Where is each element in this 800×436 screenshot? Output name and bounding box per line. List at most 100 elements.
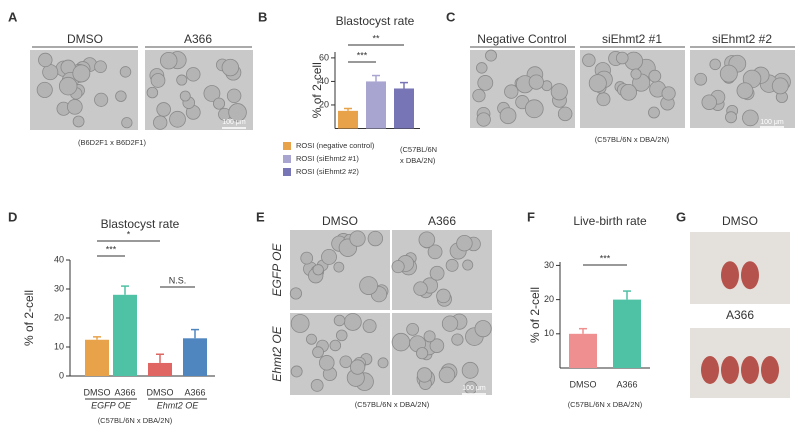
- panel-letter: C: [446, 9, 456, 24]
- embryo: [476, 112, 491, 127]
- embryo: [121, 117, 133, 129]
- scale-bar-label: 100 μm: [462, 385, 486, 392]
- embryo: [742, 109, 759, 127]
- embryo: [321, 249, 337, 265]
- embryo: [150, 73, 166, 88]
- panel-letter: F: [527, 209, 535, 224]
- bar: [338, 110, 358, 129]
- embryo: [596, 92, 611, 107]
- embryo: [504, 84, 519, 99]
- embryo: [413, 281, 428, 296]
- note: x DBA/2N): [400, 156, 436, 165]
- legend-label: ROSI (siEhmt2 #1): [296, 154, 359, 163]
- embryo: [485, 49, 497, 62]
- embryo: [306, 333, 317, 345]
- legend-swatch: [283, 142, 291, 150]
- embryo: [94, 60, 107, 74]
- embryo: [391, 332, 411, 352]
- embryo: [725, 111, 737, 124]
- embryo: [456, 234, 473, 252]
- note: (C57BL/6N x DBA/2N): [98, 416, 173, 425]
- embryo: [94, 92, 109, 107]
- y-tick-label: 10: [54, 341, 64, 351]
- legend-label: ROSI (siEhmt2 #2): [296, 167, 359, 176]
- bar: [394, 88, 414, 129]
- embryo: [445, 258, 459, 272]
- y-axis-label: % of 2-cell: [22, 290, 36, 346]
- group-label: EGFP OE: [91, 400, 132, 410]
- note: (B6D2F1 x B6D2F1): [78, 138, 146, 147]
- bar: [366, 81, 386, 129]
- chart-title: Live-birth rate: [573, 214, 647, 228]
- embryo: [38, 52, 53, 68]
- note: (C57BL/6N x DBA/2N): [568, 400, 643, 409]
- embryo: [418, 231, 436, 249]
- significance-label: **: [372, 33, 380, 43]
- bar: [148, 362, 172, 376]
- embryo: [472, 88, 486, 103]
- embryo: [146, 86, 159, 99]
- embryo: [310, 379, 324, 392]
- image-label: Negative Control: [477, 32, 566, 46]
- embryo: [300, 251, 314, 265]
- legend-swatch: [283, 155, 291, 163]
- embryo: [319, 355, 335, 371]
- embryo: [588, 74, 607, 93]
- embryo: [550, 83, 568, 101]
- group-label: Ehmt2 OE: [157, 400, 200, 410]
- pup: [741, 261, 759, 290]
- y-axis-label: % of 2-cell: [310, 62, 324, 118]
- embryo: [524, 99, 544, 119]
- bar: [85, 339, 109, 376]
- embryo: [528, 74, 544, 90]
- embryo: [36, 81, 53, 98]
- embryo: [359, 276, 378, 295]
- row-label: Ehmt2 OE: [270, 325, 284, 381]
- embryo: [441, 315, 459, 332]
- embryo: [153, 115, 168, 130]
- y-tick-label: 40: [54, 254, 64, 264]
- y-tick-label: 10: [544, 328, 554, 338]
- bar: [183, 338, 207, 376]
- embryo: [228, 103, 247, 122]
- embryo: [474, 320, 492, 338]
- pup: [721, 261, 739, 290]
- embryo: [176, 74, 188, 86]
- embryo: [701, 94, 717, 110]
- note: (C57BL/6N x DBA/2N): [355, 400, 430, 409]
- embryo: [423, 330, 436, 343]
- panel-letters: A B C D E F G: [8, 9, 686, 224]
- y-tick-label: 20: [319, 99, 329, 109]
- x-tick-label: DMSO: [84, 387, 111, 397]
- image-label: A366: [428, 214, 456, 228]
- image-label: A366: [184, 32, 212, 46]
- embryo: [329, 339, 342, 352]
- pup: [701, 356, 719, 384]
- embryo: [557, 106, 573, 122]
- embryo: [462, 259, 474, 271]
- embryo: [160, 51, 178, 70]
- embryo: [429, 338, 445, 353]
- photo: [690, 232, 790, 304]
- y-axis-label: % of 2-cell: [528, 287, 542, 343]
- embryo: [72, 115, 85, 128]
- embryo: [349, 359, 366, 375]
- embryo: [349, 230, 366, 247]
- embryo: [406, 323, 419, 336]
- x-tick-label: A366: [184, 387, 205, 397]
- embryo: [648, 69, 662, 83]
- note: (C57BL/6N: [400, 145, 437, 154]
- embryo: [477, 75, 494, 91]
- chart-title: Blastocyst rate: [101, 217, 180, 231]
- embryo: [367, 230, 384, 247]
- significance-label: N.S.: [169, 275, 187, 285]
- y-tick-label: 30: [544, 260, 554, 270]
- bar: [569, 333, 597, 368]
- embryo: [438, 366, 456, 384]
- embryo: [335, 329, 348, 342]
- embryo: [289, 287, 303, 300]
- embryo: [290, 314, 310, 333]
- embryo: [169, 110, 186, 128]
- embryo: [719, 64, 738, 83]
